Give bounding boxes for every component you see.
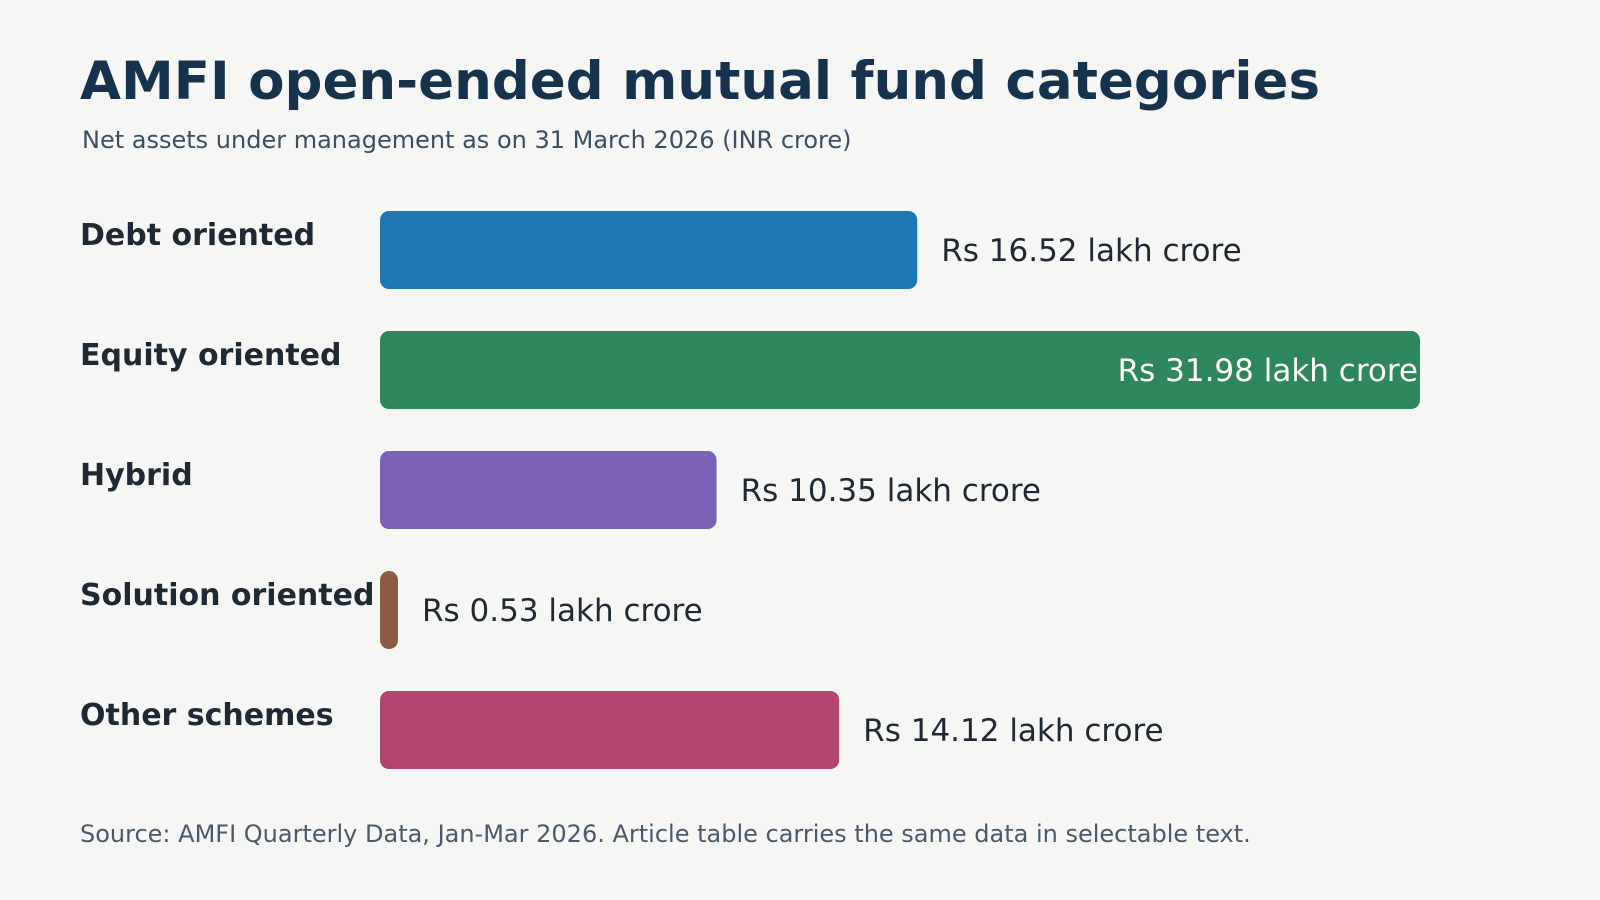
value-label-hybrid: Rs 10.35 lakh crore: [741, 473, 1041, 509]
category-label-hybrid: Hybrid: [80, 458, 193, 493]
bar-solution-oriented: [380, 571, 398, 649]
category-label-debt-oriented: Debt oriented: [80, 218, 315, 253]
value-label-equity-oriented: Rs 31.98 lakh crore: [1118, 353, 1418, 389]
chart-subtitle: Net assets under management as on 31 Mar…: [82, 126, 852, 154]
source-note: Source: AMFI Quarterly Data, Jan-Mar 202…: [80, 820, 1251, 848]
bar-debt-oriented: [380, 211, 918, 289]
category-label-solution-oriented: Solution oriented: [80, 578, 374, 613]
chart-title: AMFI open-ended mutual fund categories: [80, 51, 1321, 112]
bar-equity-oriented: [380, 331, 1420, 409]
value-label-solution-oriented: Rs 0.53 lakh crore: [422, 593, 703, 629]
value-label-debt-oriented: Rs 16.52 lakh crore: [941, 233, 1241, 269]
category-label-other-schemes: Other schemes: [80, 698, 334, 733]
bar-other-schemes: [380, 691, 840, 769]
value-label-other-schemes: Rs 14.12 lakh crore: [863, 713, 1163, 749]
category-label-equity-oriented: Equity oriented: [80, 338, 342, 373]
bar-hybrid: [380, 451, 717, 529]
